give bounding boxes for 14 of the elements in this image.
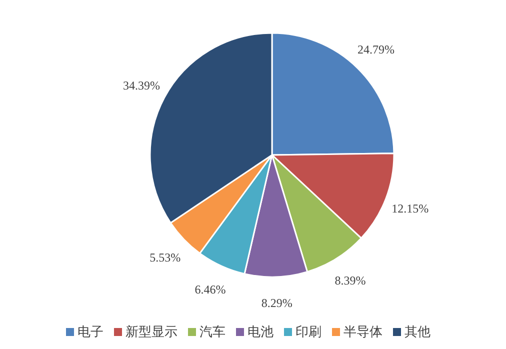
data-label: 34.39% <box>122 78 160 92</box>
data-label: 5.53% <box>150 250 181 264</box>
legend-label: 电池 <box>248 325 274 340</box>
legend-label: 其他 <box>404 325 430 340</box>
legend-label: 半导体 <box>344 325 382 340</box>
data-label: 12.15% <box>392 201 429 216</box>
legend-label: 电子 <box>78 325 104 340</box>
data-label: 8.29% <box>261 296 292 310</box>
legend-label: 新型显示 <box>126 325 178 340</box>
data-label: 8.39% <box>334 274 366 288</box>
data-label: 6.46% <box>194 282 226 296</box>
data-label: 24.79% <box>357 42 394 57</box>
legend-label: 印刷 <box>296 325 322 340</box>
legend-label: 汽车 <box>200 325 226 340</box>
